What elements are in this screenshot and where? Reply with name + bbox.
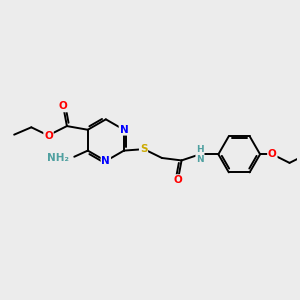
Text: N: N xyxy=(119,125,128,135)
Text: O: O xyxy=(268,149,277,159)
Text: O: O xyxy=(173,175,182,185)
Text: S: S xyxy=(140,144,147,154)
Text: O: O xyxy=(44,131,53,141)
Text: O: O xyxy=(59,101,68,111)
Text: N: N xyxy=(101,156,110,166)
Text: NH₂: NH₂ xyxy=(47,153,69,163)
Text: H
N: H N xyxy=(196,145,204,164)
